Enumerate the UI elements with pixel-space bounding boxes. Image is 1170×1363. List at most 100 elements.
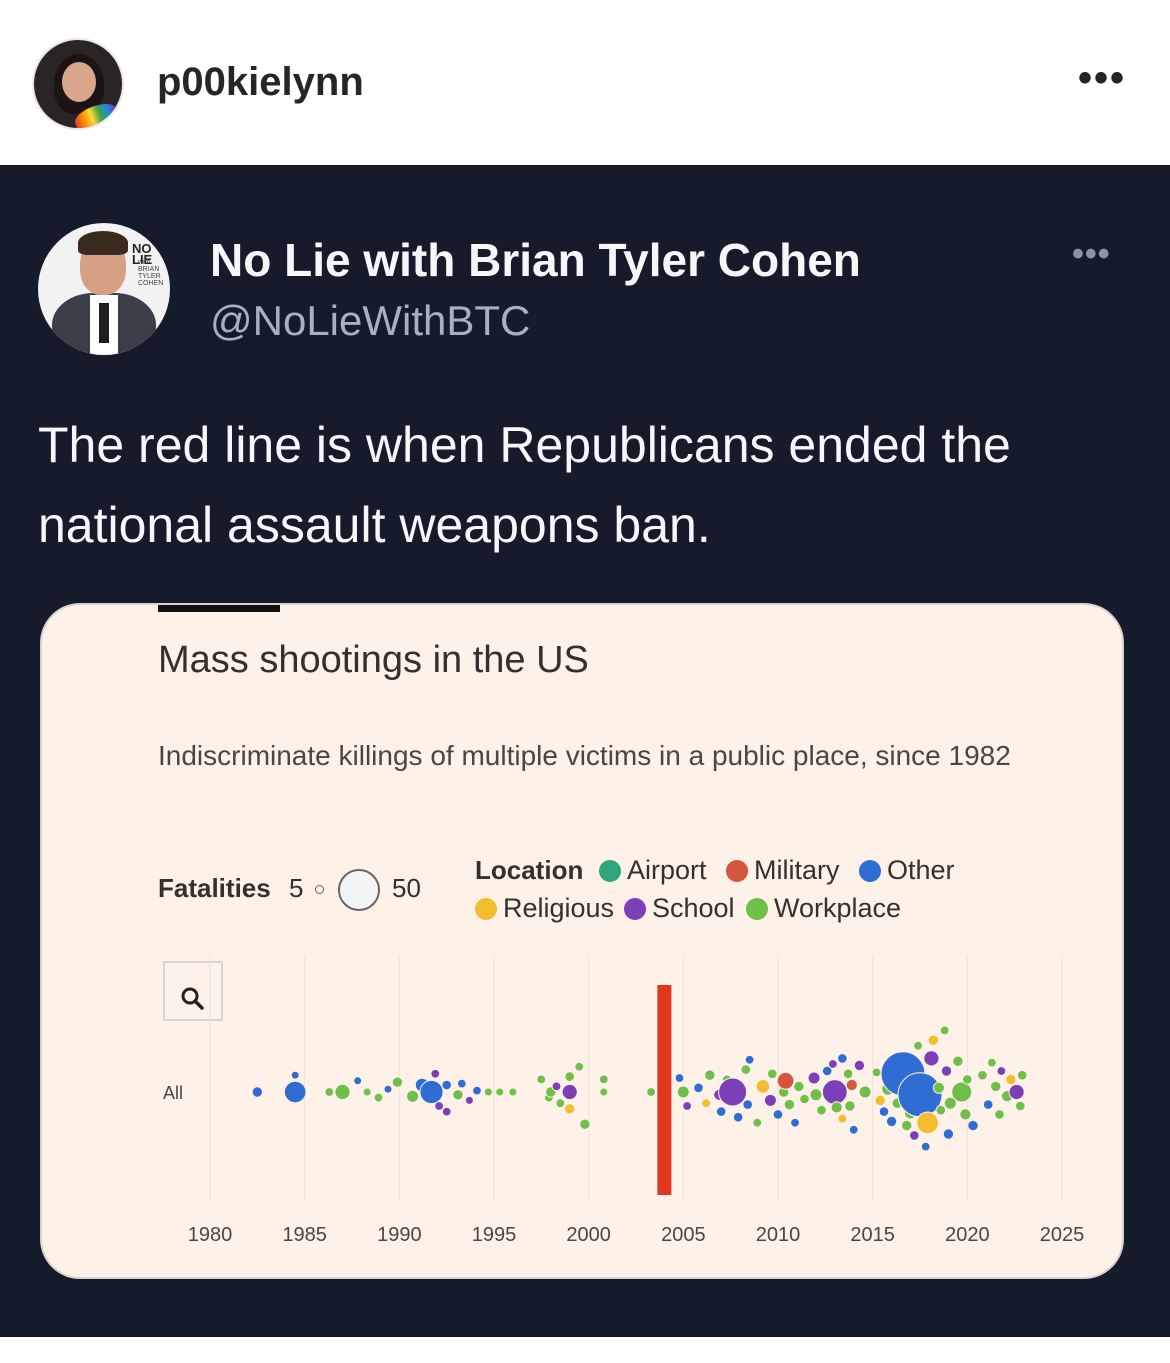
data-point-school[interactable]: [807, 1071, 821, 1085]
user-avatar[interactable]: [32, 38, 124, 130]
data-point-workplace[interactable]: [816, 1104, 827, 1116]
data-point-other[interactable]: [715, 1106, 727, 1117]
data-point-other[interactable]: [848, 1124, 859, 1135]
data-point-other[interactable]: [821, 1065, 833, 1077]
data-point-other[interactable]: [920, 1141, 931, 1152]
data-point-other[interactable]: [885, 1115, 898, 1128]
data-point-workplace[interactable]: [959, 1108, 972, 1121]
data-point-workplace[interactable]: [555, 1098, 566, 1109]
data-point-workplace[interactable]: [809, 1088, 823, 1102]
data-point-other[interactable]: [744, 1054, 755, 1065]
data-point-other[interactable]: [283, 1080, 307, 1104]
data-point-school[interactable]: [551, 1081, 562, 1092]
data-point-other[interactable]: [742, 1099, 754, 1110]
data-point-religious[interactable]: [1005, 1073, 1017, 1086]
data-point-school[interactable]: [464, 1095, 474, 1105]
data-point-other[interactable]: [456, 1078, 467, 1089]
data-point-workplace[interactable]: [752, 1117, 763, 1128]
data-point-religious[interactable]: [564, 1103, 576, 1115]
data-point-other[interactable]: [383, 1084, 393, 1094]
data-point-workplace[interactable]: [935, 1104, 947, 1116]
data-point-workplace[interactable]: [508, 1087, 518, 1097]
data-point-workplace[interactable]: [913, 1040, 923, 1051]
data-point-other[interactable]: [837, 1053, 848, 1064]
data-point-religious[interactable]: [927, 1034, 939, 1046]
data-point-other[interactable]: [353, 1076, 363, 1086]
data-point-workplace[interactable]: [939, 1025, 950, 1036]
data-point-workplace[interactable]: [334, 1083, 351, 1101]
data-point-workplace[interactable]: [951, 1081, 973, 1103]
data-point-workplace[interactable]: [901, 1119, 913, 1132]
data-point-school[interactable]: [561, 1083, 578, 1101]
data-point-workplace[interactable]: [943, 1096, 957, 1110]
data-point-workplace[interactable]: [406, 1089, 420, 1103]
data-point-other[interactable]: [982, 1099, 994, 1110]
data-point-workplace[interactable]: [932, 1081, 946, 1094]
data-point-workplace[interactable]: [830, 1101, 843, 1114]
more-options-button[interactable]: •••: [1078, 56, 1127, 100]
data-point-other[interactable]: [290, 1070, 300, 1080]
data-point-school[interactable]: [434, 1101, 445, 1111]
data-point-workplace[interactable]: [676, 1085, 690, 1099]
data-point-other[interactable]: [897, 1072, 943, 1118]
data-point-workplace[interactable]: [579, 1118, 591, 1130]
data-point-workplace[interactable]: [574, 1061, 585, 1072]
data-point-workplace[interactable]: [1015, 1100, 1026, 1112]
data-point-school[interactable]: [682, 1101, 692, 1111]
data-point-workplace[interactable]: [871, 1067, 882, 1078]
data-point-other[interactable]: [942, 1128, 955, 1140]
data-point-school[interactable]: [996, 1066, 1007, 1076]
data-point-school[interactable]: [718, 1077, 748, 1107]
data-point-workplace[interactable]: [452, 1089, 464, 1101]
data-point-workplace[interactable]: [373, 1092, 384, 1103]
data-point-workplace[interactable]: [646, 1087, 656, 1097]
data-point-other[interactable]: [419, 1079, 444, 1105]
data-point-workplace[interactable]: [793, 1080, 805, 1093]
data-point-workplace[interactable]: [783, 1098, 796, 1111]
data-point-school[interactable]: [940, 1065, 953, 1077]
data-point-workplace[interactable]: [977, 1069, 988, 1081]
data-point-workplace[interactable]: [495, 1087, 505, 1097]
data-point-workplace[interactable]: [990, 1080, 1002, 1093]
data-point-school[interactable]: [763, 1093, 777, 1107]
data-point-other[interactable]: [251, 1086, 264, 1098]
data-point-workplace[interactable]: [952, 1055, 964, 1067]
data-point-workplace[interactable]: [844, 1100, 856, 1112]
data-point-workplace[interactable]: [767, 1068, 778, 1080]
data-point-school[interactable]: [923, 1050, 940, 1067]
data-point-workplace[interactable]: [598, 1074, 609, 1085]
data-point-workplace[interactable]: [858, 1085, 872, 1099]
data-point-workplace[interactable]: [324, 1087, 335, 1097]
data-point-workplace[interactable]: [740, 1064, 752, 1075]
data-point-school[interactable]: [1008, 1083, 1025, 1101]
data-point-workplace[interactable]: [564, 1071, 576, 1082]
data-point-workplace[interactable]: [599, 1087, 609, 1097]
data-point-workplace[interactable]: [987, 1057, 997, 1068]
username[interactable]: p00kielynn: [157, 60, 364, 104]
data-point-workplace[interactable]: [994, 1109, 1005, 1120]
data-point-military[interactable]: [845, 1078, 858, 1092]
data-point-workplace[interactable]: [362, 1087, 372, 1097]
data-point-workplace[interactable]: [536, 1074, 547, 1085]
data-point-school[interactable]: [909, 1130, 920, 1141]
data-point-workplace[interactable]: [962, 1074, 973, 1085]
data-point-other[interactable]: [472, 1085, 482, 1096]
data-point-workplace[interactable]: [483, 1087, 493, 1097]
data-point-school[interactable]: [821, 1079, 848, 1105]
data-point-other[interactable]: [772, 1109, 784, 1120]
data-point-workplace[interactable]: [799, 1093, 810, 1105]
data-point-other[interactable]: [674, 1073, 685, 1083]
data-point-workplace[interactable]: [1016, 1069, 1028, 1081]
data-point-workplace[interactable]: [842, 1068, 854, 1080]
data-point-workplace[interactable]: [391, 1076, 404, 1088]
data-point-school[interactable]: [430, 1068, 441, 1079]
data-point-religious[interactable]: [916, 1111, 939, 1135]
data-point-religious[interactable]: [837, 1113, 848, 1124]
data-point-other[interactable]: [693, 1082, 704, 1094]
data-point-other[interactable]: [878, 1106, 890, 1117]
data-point-religious[interactable]: [755, 1079, 771, 1094]
data-point-school[interactable]: [441, 1106, 452, 1117]
data-point-school[interactable]: [853, 1059, 866, 1072]
data-point-military[interactable]: [776, 1071, 795, 1090]
data-point-other[interactable]: [790, 1117, 800, 1128]
